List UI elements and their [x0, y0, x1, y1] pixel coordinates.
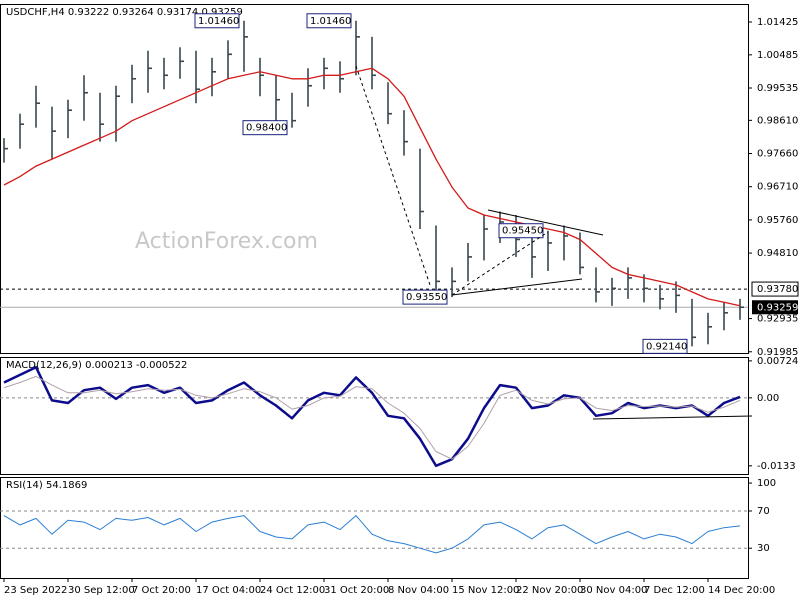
line-series: [3, 375, 741, 460]
x-tick-label: 7 Oct 20:00: [132, 585, 191, 596]
x-tick-label: 31 Oct 20:00: [324, 585, 389, 596]
x-tick-label: 30 Sep 12:00: [68, 585, 135, 596]
y-tick-label: 0.94810: [757, 248, 798, 259]
trend-line: [592, 415, 753, 420]
annotation-label: 0.93550: [406, 292, 447, 303]
annotation-label: 0.92140: [646, 341, 687, 352]
annotation-box: [306, 13, 352, 29]
y-tick-label: 0.00724: [757, 356, 798, 367]
price-label: 0.93259: [757, 302, 798, 313]
annotation-box: [242, 120, 288, 136]
y-tick-label: 0.92935: [757, 314, 798, 325]
annotation-box: [498, 223, 544, 239]
trend-line: [451, 231, 549, 296]
price-box: [751, 281, 799, 297]
y-tick-label: 1.00485: [757, 50, 798, 61]
trend-line: [451, 278, 583, 296]
line-series: [3, 365, 741, 468]
annotation-box: [642, 338, 688, 354]
trend-lines: [355, 65, 753, 420]
annotation-box: [194, 13, 240, 29]
panel: 100 70 30 RSI(14) 54.1869 23 Sep 2022 30 Sep …: [0, 477, 776, 596]
y-tick-label: 100: [757, 478, 776, 489]
panel-frame: [0, 477, 749, 579]
y-tick-label: 1.01425: [757, 17, 798, 28]
x-tick-label: 22 Nov 20:00: [516, 585, 583, 596]
y-tick-label: 0.95760: [757, 215, 798, 226]
line-series: [3, 515, 741, 554]
y-tick-label: 0.91985: [757, 347, 798, 358]
y-tick-label: 0.97660: [757, 149, 798, 160]
y-tick-label: 0.99535: [757, 83, 798, 94]
y-tick-label: 70: [757, 506, 770, 517]
x-tick-label: 14 Dec 20:00: [708, 585, 775, 596]
x-tick-label: 7 Dec 12:00: [644, 585, 705, 596]
y-tick-label: 30: [757, 543, 770, 554]
x-tick-label: 15 Nov 12:00: [452, 585, 519, 596]
annotation-label: 1.01460: [310, 16, 351, 27]
annotation-label: 1.01460: [198, 16, 239, 27]
x-tick-label: 17 Oct 04:00: [196, 585, 261, 596]
price-label: 0.93780: [757, 284, 798, 295]
panel-frame: [0, 4, 749, 354]
price-box: [752, 300, 798, 315]
x-tick-label: 8 Nov 04:00: [388, 585, 449, 596]
trend-line: [487, 209, 604, 236]
panel-frame: [0, 357, 749, 475]
y-tick-label: 0.96710: [757, 182, 798, 193]
y-tick-label: -0.0133: [757, 461, 796, 472]
annotation-label: 0.95450: [502, 226, 543, 237]
annotation-box: [402, 289, 448, 305]
x-tick-label: 30 Nov 04:00: [580, 585, 647, 596]
panel-title: MACD(12,26,9) 0.000213 -0.000522: [6, 360, 187, 371]
watermark: ActionForex.com: [135, 229, 318, 254]
trend-line: [355, 65, 431, 286]
line-series: [3, 67, 741, 307]
annotation-label: 0.98400: [246, 123, 287, 134]
panel-title: RSI(14) 54.1869: [6, 480, 87, 491]
x-tick-label: 24 Oct 12:00: [260, 585, 325, 596]
y-tick-label: 0.98610: [757, 115, 798, 126]
panel-title: USDCHF,H4 0.93222 0.93264 0.93174 0.9325…: [6, 7, 243, 18]
panel: 1.01425 1.00485 0.99535 0.98610 0.97660 0.967…: [0, 4, 799, 358]
y-tick-label: 0.00: [757, 393, 779, 404]
panel: 0.00724 0.00 -0.0133 MACD(12,26,9) 0.000213…: [0, 356, 798, 475]
x-tick-label: 23 Sep 2022: [4, 585, 67, 596]
